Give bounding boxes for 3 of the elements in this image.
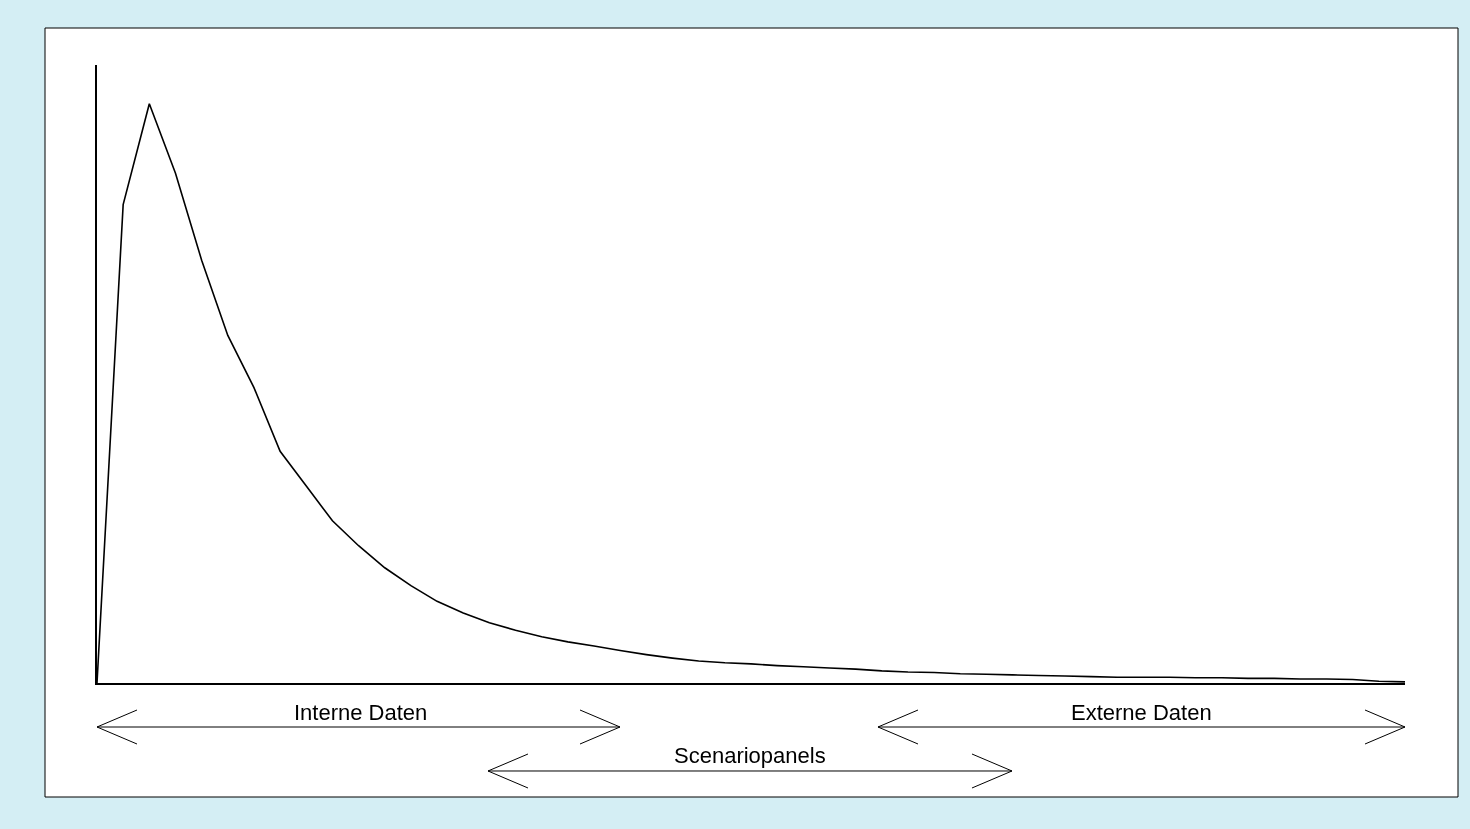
text: Externe Daten — [1071, 700, 1212, 725]
text: Scenariopanels — [674, 743, 826, 768]
text: Interne Daten — [294, 700, 428, 725]
